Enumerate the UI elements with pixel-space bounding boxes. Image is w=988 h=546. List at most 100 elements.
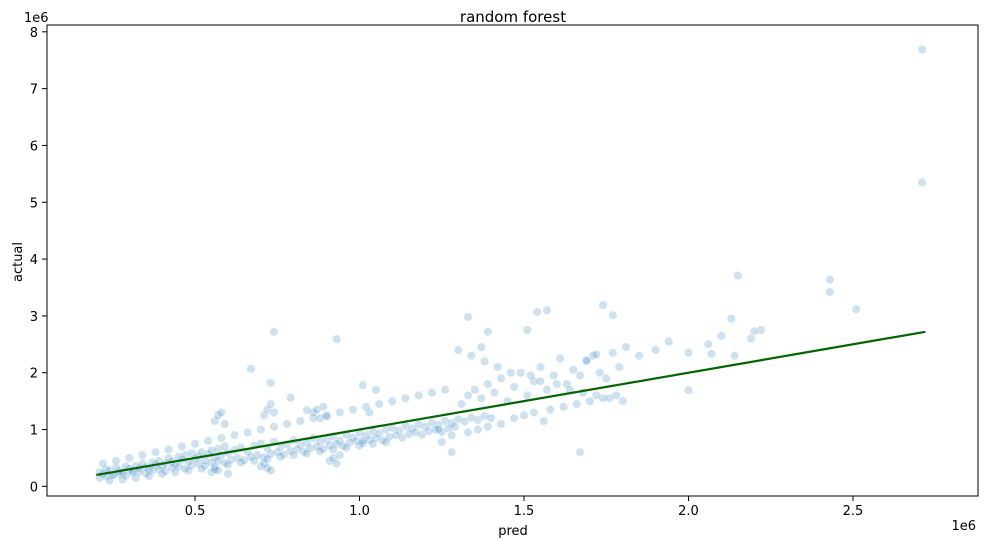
data-point <box>509 413 519 423</box>
data-point <box>368 439 378 449</box>
data-point <box>358 436 368 446</box>
data-point <box>746 334 756 344</box>
data-point <box>585 396 595 406</box>
data-point <box>249 456 259 466</box>
data-point <box>605 393 615 403</box>
x-tick-label: 0.5 <box>185 504 206 519</box>
data-point <box>707 349 717 359</box>
data-point <box>522 325 532 335</box>
data-point <box>210 462 220 472</box>
data-point <box>529 407 539 417</box>
data-point <box>236 457 246 467</box>
data-point <box>552 379 562 389</box>
data-point <box>595 368 605 378</box>
data-point <box>493 362 503 372</box>
data-point <box>266 378 276 388</box>
data-point <box>476 393 486 403</box>
data-point <box>223 469 233 479</box>
data-point <box>355 440 365 450</box>
data-point <box>726 314 736 324</box>
data-point <box>269 407 279 417</box>
data-point <box>220 419 230 429</box>
data-point <box>312 405 322 415</box>
data-point <box>364 407 374 417</box>
x-axis-multiplier: 1e6 <box>951 519 976 534</box>
data-point <box>601 373 611 383</box>
data-point <box>437 437 447 447</box>
fit-line-layer <box>96 330 926 477</box>
data-point <box>295 416 305 426</box>
data-point <box>164 444 174 454</box>
data-point <box>348 405 358 415</box>
data-point <box>374 399 384 409</box>
data-point <box>486 413 496 423</box>
data-point <box>506 368 516 378</box>
data-point <box>331 334 341 344</box>
x-tick-label: 2.0 <box>678 504 699 519</box>
y-axis-multiplier: 1e6 <box>24 11 49 26</box>
data-point <box>358 380 368 390</box>
data-point <box>684 385 694 395</box>
data-point <box>276 452 286 462</box>
data-point <box>210 416 220 426</box>
data-point <box>519 410 529 420</box>
data-point <box>526 371 536 381</box>
data-point <box>466 351 476 361</box>
data-point <box>542 305 552 315</box>
data-point <box>730 351 740 361</box>
data-point <box>447 447 457 457</box>
data-point <box>223 460 233 470</box>
data-point <box>348 432 358 442</box>
data-point <box>266 465 276 475</box>
y-tick-label: 2 <box>30 367 38 382</box>
data-point <box>473 425 483 435</box>
data-point <box>285 393 295 403</box>
data-point <box>545 405 555 415</box>
data-point <box>414 390 424 400</box>
data-point <box>190 439 200 449</box>
data-point <box>213 465 223 475</box>
data-point <box>535 362 545 372</box>
data-point <box>825 275 835 285</box>
data-point <box>151 447 161 457</box>
data-point <box>216 433 226 443</box>
data-point <box>197 464 207 474</box>
x-tick-label: 1.0 <box>349 504 370 519</box>
data-point <box>387 396 397 406</box>
data-point <box>572 399 582 409</box>
data-point <box>651 345 661 355</box>
data-point <box>591 350 601 360</box>
data-point <box>453 345 463 355</box>
data-point <box>529 376 539 386</box>
data-point <box>144 471 154 481</box>
data-point <box>427 388 437 398</box>
y-tick-label: 3 <box>30 310 38 325</box>
data-point <box>509 382 519 392</box>
data-point <box>328 444 338 454</box>
data-point <box>335 450 345 460</box>
data-point <box>361 430 371 440</box>
data-point <box>483 379 493 389</box>
data-point <box>684 348 694 358</box>
data-point <box>549 371 559 381</box>
x-axis-ticks: 0.5 1.0 1.5 2.0 2.5 <box>185 496 863 519</box>
data-point <box>216 407 226 417</box>
data-point <box>558 402 568 412</box>
data-point <box>256 425 266 435</box>
data-point <box>203 436 213 446</box>
data-point <box>420 422 430 432</box>
data-point <box>433 425 443 435</box>
data-point <box>460 417 470 427</box>
data-point <box>381 437 391 447</box>
data-point <box>269 327 279 337</box>
data-point <box>124 453 134 463</box>
y-tick-label: 8 <box>30 26 38 41</box>
data-point <box>463 427 473 437</box>
plot-area <box>46 24 979 497</box>
data-point <box>496 419 506 429</box>
data-point <box>542 385 552 395</box>
y-tick-label: 7 <box>30 83 38 98</box>
data-point <box>733 271 743 281</box>
data-point <box>618 396 628 406</box>
data-point <box>137 450 147 460</box>
